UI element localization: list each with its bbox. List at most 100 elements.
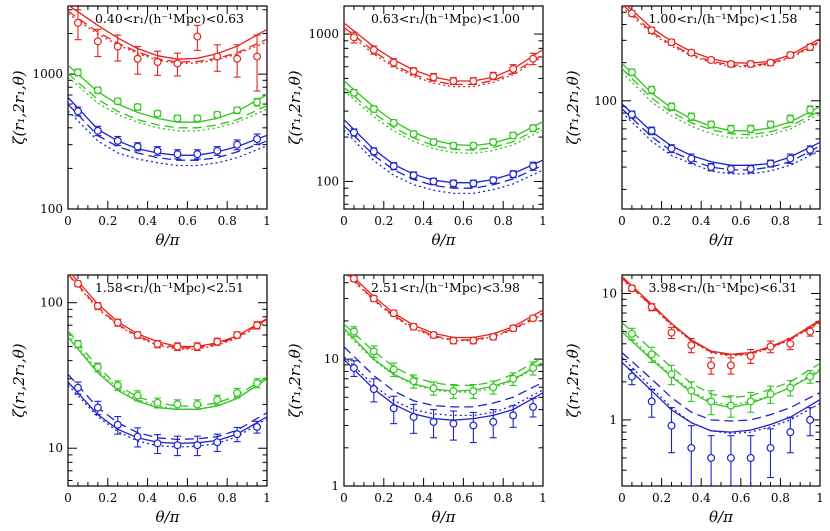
- x-tick-label: 0.2: [98, 214, 117, 228]
- x-tick-label: 0.2: [98, 491, 117, 505]
- data-point: [409, 377, 418, 386]
- data-point: [429, 384, 438, 393]
- data-point: [509, 374, 518, 383]
- data-point: [667, 370, 676, 379]
- y-tick-label: 10: [602, 286, 617, 300]
- data-point: [489, 138, 498, 147]
- data-point: [449, 141, 458, 150]
- data-point: [233, 430, 242, 439]
- data-point: [449, 387, 458, 396]
- series-3: [622, 103, 820, 175]
- data-point: [647, 350, 656, 359]
- model-dashed-line: [344, 26, 543, 86]
- series-3: [622, 352, 820, 486]
- data-point: [369, 105, 378, 114]
- series-2: [68, 330, 267, 410]
- data-point: [667, 421, 676, 430]
- series-2: [68, 64, 267, 132]
- data-point: [627, 372, 636, 381]
- panel-6: 0 0.2 0.4 0.6 0.8 1 1 10 θ/π ζ(r₁,2r₁,θ) 3.98<r₁/(…: [564, 274, 824, 526]
- data-point: [806, 105, 815, 114]
- data-point: [429, 73, 438, 82]
- data-point: [213, 337, 222, 346]
- data-point: [213, 438, 222, 447]
- data-region: [344, 275, 543, 444]
- data-point: [726, 361, 735, 370]
- data-point: [627, 110, 636, 119]
- series-1: [344, 22, 543, 88]
- data-point: [647, 26, 656, 35]
- data-point: [806, 327, 815, 336]
- x-tick-label: 0.8: [771, 214, 790, 228]
- x-tick-label: 0.2: [374, 491, 393, 505]
- series-3: [344, 119, 543, 195]
- data-point: [253, 379, 262, 388]
- y-axis-label: ζ(r₁,2r₁,θ): [10, 70, 28, 144]
- series-3: [68, 97, 267, 167]
- data-point: [173, 59, 182, 68]
- data-point: [233, 330, 242, 339]
- data-point: [687, 341, 696, 350]
- data-point: [449, 77, 458, 86]
- data-point: [133, 391, 142, 400]
- data-region: [68, 6, 267, 167]
- data-point: [233, 106, 242, 115]
- data-point: [429, 177, 438, 186]
- data-point: [153, 340, 162, 349]
- data-point: [253, 135, 262, 144]
- data-point: [489, 332, 498, 341]
- model-dashed-line: [68, 103, 267, 161]
- data-point: [73, 68, 82, 77]
- data-point: [667, 144, 676, 153]
- series-1: [622, 276, 820, 375]
- y-tick-label: 1: [609, 413, 617, 427]
- x-tick-label: 0.6: [454, 214, 473, 228]
- data-point: [253, 321, 262, 330]
- data-point: [73, 383, 82, 392]
- data-point: [786, 428, 795, 437]
- data-point: [389, 309, 398, 318]
- data-point: [233, 388, 242, 397]
- data-point: [429, 138, 438, 147]
- data-point: [113, 381, 122, 390]
- y-axis-label: ζ(r₁,2r₁,θ): [564, 343, 582, 417]
- y-tick-label: 10: [324, 352, 339, 366]
- data-point: [687, 48, 696, 57]
- data-point: [469, 387, 478, 396]
- data-point: [766, 390, 775, 399]
- x-axis-label: θ/π: [432, 231, 457, 249]
- model-dashed-line: [68, 373, 267, 441]
- model-dotted-line: [344, 356, 543, 417]
- data-point: [349, 364, 358, 373]
- data-point: [687, 112, 696, 121]
- x-tick-label: 1: [263, 214, 271, 228]
- data-point: [469, 336, 478, 345]
- data-point: [113, 420, 122, 429]
- data-point: [687, 386, 696, 395]
- data-point: [746, 164, 755, 173]
- data-point: [429, 330, 438, 339]
- model-dashed-line: [344, 323, 543, 387]
- data-point: [409, 171, 418, 180]
- panel-title: 0.63<r₁/(h⁻¹Mpc)<1.00: [371, 11, 520, 26]
- data-point: [389, 118, 398, 127]
- data-point: [133, 142, 142, 151]
- model-dashed-line: [344, 125, 543, 189]
- x-tick-label: 1: [263, 491, 271, 505]
- x-tick-label: 0.8: [494, 214, 513, 228]
- data-point: [253, 422, 262, 431]
- y-axis-label: ζ(r₁,2r₁,θ): [10, 343, 28, 417]
- x-axis-label: θ/π: [156, 231, 181, 249]
- data-point: [133, 330, 142, 339]
- data-point: [369, 45, 378, 54]
- y-axis-label: ζ(r₁,2r₁,θ): [564, 70, 582, 144]
- data-point: [153, 58, 162, 67]
- data-point: [449, 336, 458, 345]
- panel-4: 0 0.2 0.4 0.6 0.8 1 10 100 θ/π ζ(r₁,2r₁,θ) 1.58<r₁…: [10, 274, 271, 526]
- x-tick-label: 0: [618, 491, 626, 505]
- data-point: [409, 129, 418, 138]
- data-point: [806, 43, 815, 52]
- data-point: [509, 411, 518, 420]
- data-point: [707, 163, 716, 172]
- model-dotted-line: [344, 90, 543, 155]
